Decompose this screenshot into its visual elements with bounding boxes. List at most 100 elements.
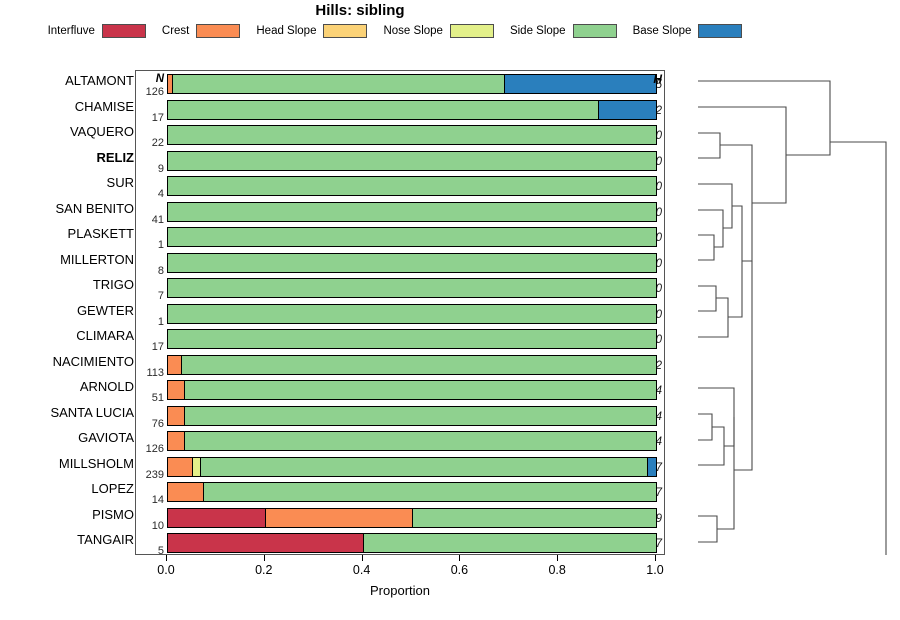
n-value: 9 xyxy=(157,162,164,175)
bar-segment xyxy=(185,432,656,450)
dendrogram xyxy=(690,70,895,555)
legend-entry: Crest xyxy=(161,24,241,38)
x-axis-tick xyxy=(361,555,363,561)
legend-entry: Nose Slope xyxy=(383,24,494,38)
stacked-bar xyxy=(167,227,657,247)
x-axis-tick-label: 0.8 xyxy=(548,563,566,577)
category-label: GAVIOTA xyxy=(78,430,134,445)
category-axis-labels: ALTAMONT CHAMISE VAQUERO RELIZ SUR SAN BENITO… xyxy=(12,0,134,620)
n-value: 76 xyxy=(151,417,164,430)
n-column-header: N xyxy=(155,73,164,85)
x-axis-tick-label: 0.4 xyxy=(352,563,371,577)
category-label: RELIZ xyxy=(96,149,134,165)
x-axis-tick xyxy=(655,555,656,561)
n-value: 126 xyxy=(145,86,164,98)
category-label: TRIGO xyxy=(92,277,134,292)
stacked-bar xyxy=(167,380,657,400)
bar-segment xyxy=(168,304,656,323)
category-label: VAQUERO xyxy=(69,124,134,139)
legend-swatch xyxy=(449,24,494,38)
category-label: NACIMIENTO xyxy=(52,353,134,369)
bar-segment xyxy=(168,381,186,399)
bar-segment xyxy=(168,483,204,501)
stacked-bar xyxy=(167,150,657,171)
stacked-bar xyxy=(167,482,657,502)
h-value: 0 xyxy=(655,257,662,270)
x-axis-tick xyxy=(166,555,167,561)
x-axis: 0.0 0.2 0.4 0.6 0.8 1.0 xyxy=(157,555,664,577)
category-label: ARNOLD xyxy=(79,379,134,394)
category-label: SUR xyxy=(106,175,134,190)
bar-segment xyxy=(185,406,656,425)
bar-segment xyxy=(647,457,657,476)
legend-label: Crest xyxy=(161,25,190,37)
bar-segment xyxy=(185,381,656,399)
bar-segment xyxy=(203,483,656,501)
legend-entry: Head Slope xyxy=(256,24,368,38)
bar-segment xyxy=(168,279,656,297)
n-value: 22 xyxy=(151,137,164,149)
legend-swatch xyxy=(572,24,617,38)
n-value: 51 xyxy=(151,392,164,404)
category-label: PLASKETT xyxy=(67,226,134,241)
bar-segment xyxy=(363,534,656,552)
stacked-bar xyxy=(167,176,657,196)
n-value: 41 xyxy=(151,213,164,226)
n-value: 5 xyxy=(157,545,164,557)
legend-label: Base Slope xyxy=(632,25,692,37)
stacked-bar xyxy=(167,303,657,324)
category-label: ALTAMONT xyxy=(65,73,134,88)
x-axis-tick-label: 0.0 xyxy=(157,563,175,577)
legend-label: Side Slope xyxy=(509,25,566,37)
legend-swatch xyxy=(698,24,743,38)
bar-segment xyxy=(168,253,656,272)
stacked-bar xyxy=(167,431,657,451)
x-axis-tick-label: 1.0 xyxy=(646,563,664,577)
bar-segment xyxy=(168,508,267,527)
bar-segment xyxy=(168,355,183,374)
n-value: 17 xyxy=(151,341,164,353)
legend-label: Interfluve xyxy=(47,25,95,37)
h-value: 0 xyxy=(655,283,662,295)
stacked-bar xyxy=(167,125,657,145)
bar-segment xyxy=(168,406,186,425)
bar-segment xyxy=(598,100,656,119)
n-value: 4 xyxy=(157,188,164,200)
bar-segment xyxy=(168,330,656,348)
h-value: 0 xyxy=(655,130,662,142)
page-title: Hills: sibling xyxy=(315,2,405,19)
legend-entry: Base Slope xyxy=(633,24,743,38)
category-label: TANGAIR xyxy=(77,532,134,547)
bar-segment xyxy=(168,75,173,93)
bar-segment xyxy=(168,126,656,144)
chart-legend: Interfluve Crest Head Slope Nose Slope Side … xyxy=(0,24,790,38)
bar-segment xyxy=(168,534,364,552)
bar-segment xyxy=(168,457,194,476)
x-axis-label: Proportion xyxy=(370,583,430,598)
stacked-bar xyxy=(167,533,657,553)
n-value: 14 xyxy=(151,494,164,506)
bar-segment xyxy=(168,432,186,450)
category-label: SAN BENITO xyxy=(55,200,134,216)
h-value: 0 xyxy=(655,334,662,346)
h-value: 0 xyxy=(655,206,662,219)
h-value: 0 xyxy=(655,308,662,321)
n-value: 17 xyxy=(151,111,164,124)
category-label: CLIMARA xyxy=(76,328,134,343)
stacked-bar xyxy=(167,278,657,298)
n-value: 1 xyxy=(157,315,164,328)
n-value: 1 xyxy=(157,239,164,251)
stacked-bar xyxy=(167,354,657,375)
x-axis-tick-label: 0.6 xyxy=(450,563,469,577)
n-value: 7 xyxy=(157,290,164,302)
stacked-bar xyxy=(167,74,657,94)
stacked-bar xyxy=(167,507,657,528)
stacked-bar xyxy=(167,456,657,477)
legend-swatch xyxy=(196,24,241,38)
bar-segment xyxy=(168,151,656,170)
legend-swatch xyxy=(101,24,146,38)
bar-segment xyxy=(266,508,413,527)
dendrogram-svg xyxy=(698,80,887,555)
bar-segment xyxy=(172,75,506,93)
